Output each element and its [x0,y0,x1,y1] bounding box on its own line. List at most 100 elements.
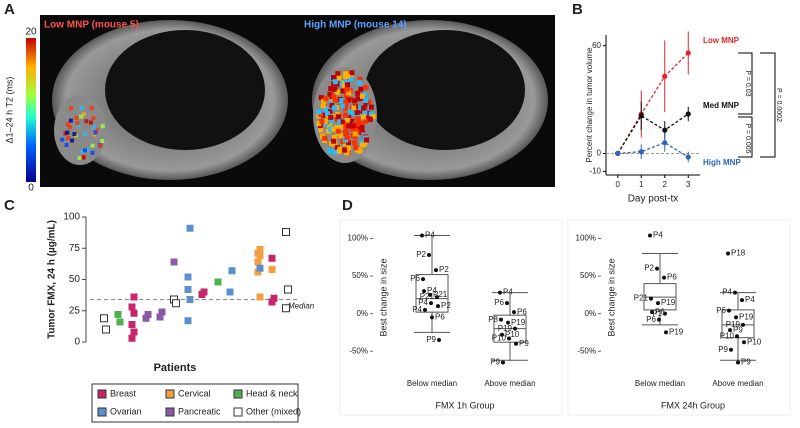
point [128,321,136,328]
overlay-pixel [343,106,349,112]
point [170,258,178,266]
overlay-pixel [349,126,355,132]
overlay-pixel [79,114,84,119]
legend-swatch [165,389,175,399]
legend-label: Ovarian [110,406,142,416]
point [742,340,746,345]
overlay-pixel [81,155,86,160]
overlay-pixel [338,125,344,131]
overlay-pixel [327,108,333,114]
y-axis-label: Best change in size [606,258,616,336]
overlay-pixel [70,138,75,143]
point [662,127,668,133]
point-label: P2 [644,264,654,273]
point [156,313,164,321]
y-tick-label: 75 [69,243,81,254]
overlay-pixel [346,145,352,151]
overlay-pixel [359,142,365,148]
point [270,294,278,302]
point [144,311,152,318]
legend-label: Med MNP [703,101,740,110]
mri-lung [365,30,525,150]
point [427,253,431,258]
point [648,233,652,238]
y-tick-label: -50% [349,346,368,355]
overlay-pixel [363,98,369,104]
overlay-pixel [352,98,358,104]
point [507,336,511,341]
point-label: P4 [745,295,755,304]
point-label: P10 [720,331,735,340]
overlay-pixel [331,138,337,144]
point [435,295,439,300]
point [505,301,509,306]
point [114,311,122,318]
y-tick-label: 50% [352,271,368,280]
overlay-pixel [92,125,97,130]
overlay-pixel [343,92,349,98]
point [727,308,731,313]
point [728,328,732,333]
point-label: P4 [427,286,437,295]
median-label: Median [288,302,315,311]
overlay-pixel [349,123,355,129]
x-tick-label: 0 [616,180,621,189]
point [498,290,502,295]
overlay-pixel [332,79,338,85]
point [256,264,264,272]
point [228,267,236,275]
legend-label: Breast [110,388,137,398]
overlay-pixel [90,150,95,155]
point [662,73,668,79]
point [736,360,740,365]
point-label: P4 [503,288,513,297]
overlay-pixel [335,71,341,77]
legend-box [91,383,299,423]
overlay-pixel [361,114,367,120]
overlay-pixel [348,96,354,102]
point [685,111,691,117]
overlay-pixel [344,87,350,93]
y-tick-label: -50% [577,346,596,355]
chart-title: FMX 24h Group [661,400,725,410]
overlay-pixel [325,111,331,117]
point [657,317,661,322]
point [513,326,517,331]
point-label: P10 [505,330,520,339]
overlay-pixel [77,156,82,161]
overlay-pixel [355,116,361,122]
overlay-pixel [331,93,337,99]
point [514,341,518,346]
overlay-pixel [340,119,346,125]
point [268,298,276,306]
overlay-pixel [343,137,349,143]
point [128,303,136,311]
point [282,304,290,313]
box [415,274,449,313]
point [726,251,730,256]
overlay-pixel [83,148,88,153]
overlay-pixel [91,116,96,121]
y-tick-label: 100% [348,234,368,243]
point-label: P6 [517,307,527,316]
point [437,337,441,342]
overlay-pixel [359,93,365,99]
point [268,266,276,273]
overlay-pixel [346,123,352,129]
point [638,113,644,119]
overlay-pixel [320,112,326,118]
point [421,277,425,282]
point-label: P6 [655,307,665,316]
overlay-pixel [359,121,365,127]
overlay-pixel [340,88,346,94]
panel-a: A Low MNP (mouse 5) High MNP (mouse 14) … [4,1,555,187]
legend-label: Low MNP [703,36,740,45]
overlay-pixel [65,130,70,135]
point-label: P6 [716,306,726,315]
overlay-pixel [79,105,84,110]
overlay-pixel [318,95,324,101]
overlay-pixel [363,102,369,108]
overlay-pixel [320,103,326,109]
overlay-pixel [344,79,350,85]
overlay-pixel [69,106,74,111]
